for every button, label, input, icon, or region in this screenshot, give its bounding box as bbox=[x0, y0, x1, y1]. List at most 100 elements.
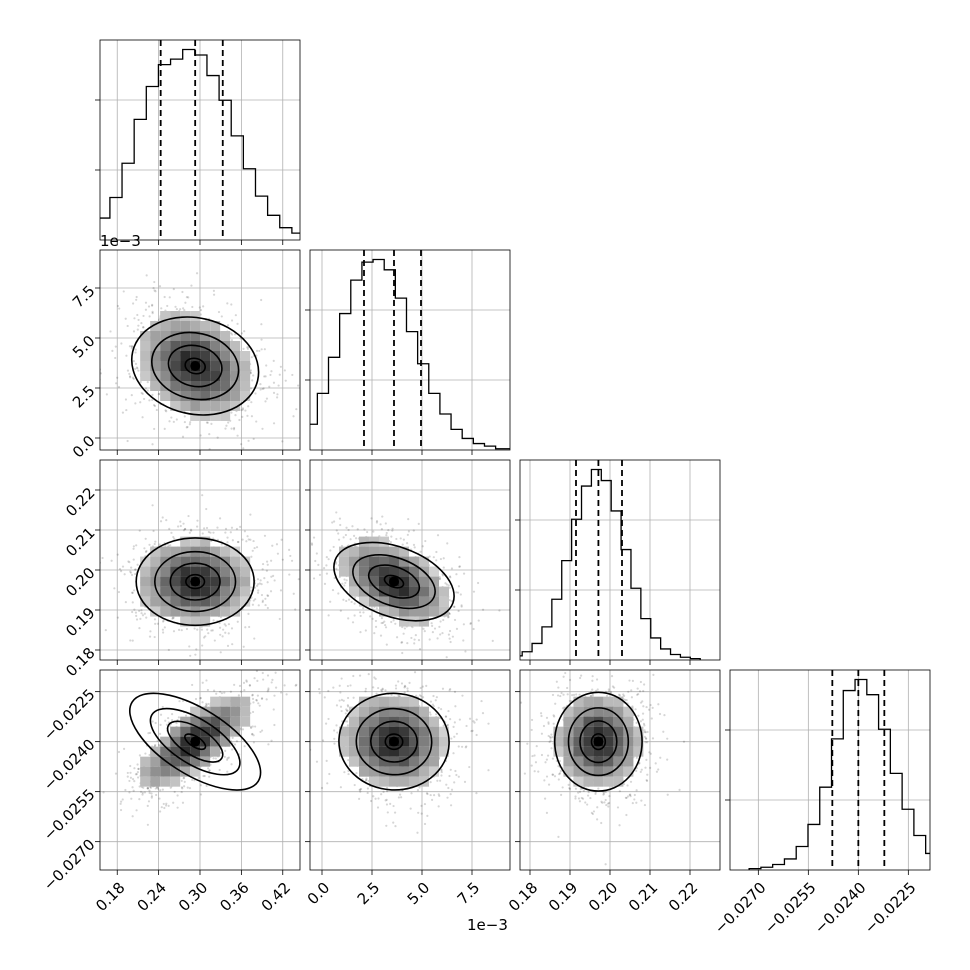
density-cell bbox=[140, 776, 151, 787]
density-peak bbox=[190, 576, 201, 587]
density-cell bbox=[240, 576, 251, 587]
density-cell bbox=[349, 716, 359, 727]
density-cell bbox=[573, 736, 584, 747]
density-cell bbox=[399, 556, 409, 567]
density-cell bbox=[180, 381, 191, 391]
density-cell bbox=[190, 566, 201, 577]
density-cell bbox=[613, 776, 624, 787]
density-cell bbox=[439, 746, 449, 757]
density-cell bbox=[573, 716, 584, 727]
density-cell bbox=[230, 401, 241, 411]
density-cell bbox=[200, 596, 211, 607]
density-cell bbox=[210, 331, 221, 341]
density-cell bbox=[573, 696, 584, 707]
density-cell bbox=[150, 756, 161, 767]
density-cell bbox=[583, 726, 594, 737]
density-cell bbox=[200, 736, 211, 747]
density-cell bbox=[210, 351, 221, 361]
density-cell bbox=[220, 391, 231, 401]
density-cell bbox=[180, 351, 191, 361]
density-cell bbox=[180, 586, 191, 597]
density-cell bbox=[379, 776, 389, 787]
density-cell bbox=[583, 746, 594, 757]
density-cell bbox=[429, 586, 439, 597]
density-cell bbox=[623, 716, 634, 727]
density-cell bbox=[553, 736, 564, 747]
offset-text-y: 1e−3 bbox=[100, 232, 141, 250]
density-cell bbox=[150, 586, 161, 597]
density-cell bbox=[170, 401, 181, 411]
density-cell bbox=[369, 776, 379, 787]
density-cell bbox=[633, 736, 644, 747]
histogram-step bbox=[310, 258, 510, 450]
density-cell bbox=[379, 756, 389, 767]
density-cell bbox=[399, 706, 409, 717]
density-cell bbox=[190, 351, 201, 361]
density-cell bbox=[603, 696, 614, 707]
density-cell bbox=[613, 726, 624, 737]
density-cell bbox=[583, 766, 594, 777]
density-cell bbox=[339, 736, 349, 747]
density-cell bbox=[623, 756, 634, 767]
density-cell bbox=[379, 576, 389, 587]
contour-core bbox=[185, 573, 206, 590]
density-cell bbox=[613, 766, 624, 777]
density-cell bbox=[220, 736, 231, 747]
density-cell bbox=[379, 736, 389, 747]
density-cell bbox=[220, 606, 231, 617]
density-cell bbox=[613, 716, 624, 727]
x-tick-label: 0.20 bbox=[585, 879, 621, 915]
contour-outer bbox=[135, 537, 255, 627]
contour-middle bbox=[352, 554, 436, 610]
y-tick-label: −0.0240 bbox=[40, 735, 99, 794]
density-cell bbox=[603, 756, 614, 767]
x-tick-label: 0.24 bbox=[134, 879, 170, 915]
x-tick-label: 2.5 bbox=[354, 879, 384, 909]
density-cell bbox=[583, 736, 594, 747]
density-cell bbox=[170, 596, 181, 607]
density-cell bbox=[170, 546, 181, 557]
x-tick-label: 0.19 bbox=[545, 879, 581, 915]
contour-outer bbox=[338, 692, 450, 791]
panel-0-0 bbox=[95, 39, 301, 245]
density-cell bbox=[220, 566, 231, 577]
density-cell bbox=[359, 596, 369, 607]
density-cell bbox=[369, 596, 379, 607]
density-cell bbox=[623, 746, 634, 757]
density-cell bbox=[573, 766, 584, 777]
density-cell bbox=[170, 371, 181, 381]
density-cell bbox=[210, 411, 221, 421]
density-cell bbox=[379, 766, 389, 777]
density-cell bbox=[180, 726, 191, 737]
density-cell bbox=[210, 391, 221, 401]
density-cell bbox=[603, 776, 614, 787]
density-cell bbox=[389, 706, 399, 717]
density-cell bbox=[220, 371, 231, 381]
y-tick-label: 0.21 bbox=[62, 524, 98, 560]
panel-frame bbox=[99, 669, 301, 871]
panel-frame bbox=[519, 459, 721, 661]
density-cell bbox=[399, 576, 409, 587]
density-cell bbox=[379, 716, 389, 727]
density-cell bbox=[200, 566, 211, 577]
density-cell bbox=[369, 696, 379, 707]
density-cell bbox=[379, 726, 389, 737]
density-cell bbox=[230, 706, 241, 717]
density-cell bbox=[563, 756, 574, 767]
density-cell bbox=[240, 556, 251, 567]
x-tick-label: 0.22 bbox=[665, 879, 701, 915]
contour-outer bbox=[128, 692, 262, 791]
contour-inner bbox=[169, 562, 221, 601]
density-cell bbox=[240, 586, 251, 597]
y-tick-label: 0.22 bbox=[62, 484, 98, 520]
density-cell bbox=[170, 576, 181, 587]
density-peak bbox=[593, 736, 604, 747]
density-cell bbox=[613, 736, 624, 747]
density-cell bbox=[573, 776, 584, 787]
density-cell bbox=[220, 546, 231, 557]
density-cell bbox=[399, 566, 409, 577]
panel-frame bbox=[309, 669, 511, 871]
histogram-step bbox=[748, 678, 930, 870]
density-cell bbox=[210, 361, 221, 371]
density-cell bbox=[389, 586, 399, 597]
